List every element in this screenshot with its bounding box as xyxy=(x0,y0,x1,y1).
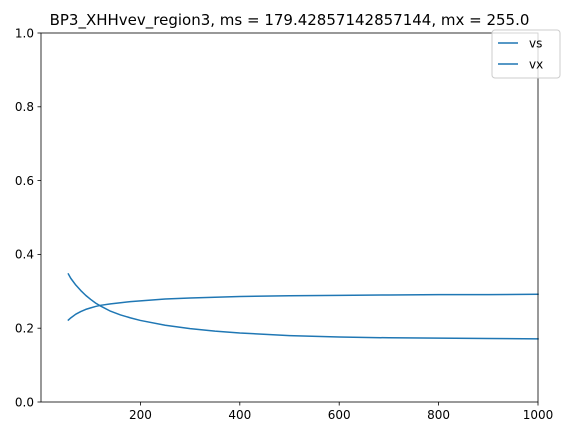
y-tick-label: 0.0 xyxy=(15,395,34,409)
x-tick-label: 200 xyxy=(129,408,152,422)
legend-label-vx: vx xyxy=(529,57,543,71)
y-tick-label: 1.0 xyxy=(15,26,34,40)
y-tick-label: 0.4 xyxy=(15,248,34,262)
legend-box xyxy=(491,29,561,79)
plot-area xyxy=(40,32,539,403)
y-tick-label: 0.6 xyxy=(15,174,34,188)
x-tick-label: 600 xyxy=(328,408,351,422)
chart-title: BP3_XHHvev_region3, ms = 179.42857142857… xyxy=(50,11,530,30)
series-line-vs xyxy=(67,293,539,322)
y-tick-label: 0.2 xyxy=(15,322,34,336)
legend-label-vs: vs xyxy=(529,36,542,50)
x-tick-label: 400 xyxy=(228,408,251,422)
legend: vs vx xyxy=(491,29,561,79)
x-tick-label: 800 xyxy=(427,408,450,422)
x-axis: 200 400 600 800 1000 xyxy=(129,402,553,422)
x-tick-label: 1000 xyxy=(523,408,554,422)
series-line-vx xyxy=(67,272,539,340)
y-tick-label: 0.8 xyxy=(15,100,34,114)
y-axis: 0.0 0.2 0.4 0.6 0.8 1.0 xyxy=(15,26,41,409)
axes-frame xyxy=(40,32,539,403)
